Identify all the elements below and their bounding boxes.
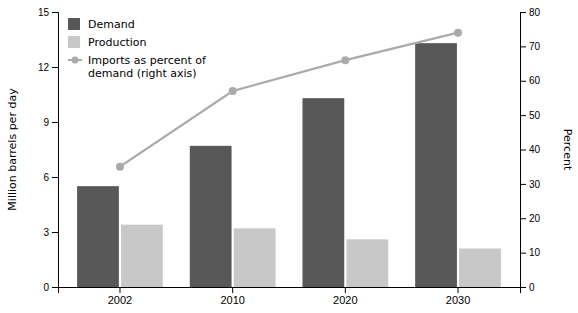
tick: 2010 bbox=[220, 287, 244, 306]
tick-label: 2010 bbox=[220, 294, 244, 306]
bar bbox=[346, 239, 388, 287]
markers bbox=[116, 29, 462, 171]
tick-label: 2030 bbox=[446, 294, 470, 306]
tick-mark bbox=[52, 12, 58, 13]
bar bbox=[121, 225, 163, 287]
line bbox=[120, 33, 458, 167]
chart: 2002201020202030036912150102030405060708… bbox=[0, 0, 578, 313]
marker bbox=[341, 56, 349, 64]
tick-mark bbox=[52, 287, 58, 288]
bar bbox=[459, 249, 501, 288]
tick: 2020 bbox=[333, 287, 357, 306]
legend-swatch bbox=[68, 18, 80, 30]
tick-label: 50 bbox=[529, 110, 541, 121]
marker bbox=[454, 29, 462, 37]
tick-mark bbox=[232, 287, 233, 293]
bar bbox=[77, 186, 119, 287]
marks bbox=[77, 29, 501, 287]
tick-label: 30 bbox=[529, 179, 541, 190]
tick-mark bbox=[520, 287, 526, 288]
tick-label: 80 bbox=[529, 7, 541, 18]
tick-mark bbox=[520, 81, 526, 82]
tick-label: 40 bbox=[529, 144, 541, 155]
x-axis: 2002 2010 2020 2030 bbox=[59, 287, 521, 306]
legend-label: Imports as percent ofdemand (right axis) bbox=[88, 54, 207, 80]
bar bbox=[190, 146, 232, 287]
tick: 70 bbox=[520, 41, 541, 52]
tick-label: 0 bbox=[529, 282, 535, 293]
tick: 2002 bbox=[108, 287, 132, 306]
bar-series bbox=[77, 43, 457, 287]
tick: 60 bbox=[520, 75, 541, 86]
tick-mark bbox=[52, 122, 58, 123]
marker bbox=[229, 87, 237, 95]
tick-mark bbox=[520, 218, 526, 219]
tick-label: 9 bbox=[43, 117, 49, 128]
tick: 10 bbox=[520, 247, 541, 258]
axis-line bbox=[52, 13, 59, 288]
tick-label: 3 bbox=[43, 227, 49, 238]
tick-mark bbox=[52, 232, 58, 233]
tick-label: 20 bbox=[529, 213, 541, 224]
tick-mark bbox=[520, 12, 526, 13]
tick: 3 bbox=[43, 227, 58, 238]
y-axis-title: Million barrels per day bbox=[6, 88, 19, 211]
plot: 2002201020202030036912150102030405060708… bbox=[38, 7, 541, 306]
tick: 2030 bbox=[446, 287, 470, 306]
tick-label: 2002 bbox=[108, 294, 132, 306]
tick: 20 bbox=[520, 213, 541, 224]
tick: 6 bbox=[43, 172, 58, 183]
y2-axis: 0 10 20 30 40 50 60 70 80 bbox=[520, 7, 541, 293]
tick: 12 bbox=[38, 62, 58, 73]
y-axis: 0 3 6 9 12 15 bbox=[38, 7, 59, 293]
legend-item: Production bbox=[68, 36, 147, 49]
tick-mark bbox=[52, 177, 58, 178]
tick: 15 bbox=[38, 7, 58, 18]
tick: 40 bbox=[520, 144, 541, 155]
legend-item: Imports as percent ofdemand (right axis) bbox=[68, 54, 207, 80]
tick: 0 bbox=[520, 282, 535, 293]
axis-line bbox=[59, 288, 521, 294]
tick: 9 bbox=[43, 117, 58, 128]
legend-swatch bbox=[68, 36, 80, 48]
y2-axis-title: Percent bbox=[561, 129, 574, 171]
tick-label: 2020 bbox=[333, 294, 357, 306]
tick-mark bbox=[52, 67, 58, 68]
tick-mark bbox=[520, 184, 526, 185]
legend-item: Demand bbox=[68, 18, 135, 31]
tick-mark bbox=[520, 115, 526, 116]
tick-mark bbox=[520, 150, 526, 151]
tick-label: 12 bbox=[38, 62, 50, 73]
tick-label: 10 bbox=[529, 247, 541, 258]
tick-label: 15 bbox=[38, 7, 50, 18]
tick: 0 bbox=[43, 282, 58, 293]
tick-mark bbox=[119, 287, 120, 293]
legend-label: Demand bbox=[88, 18, 135, 31]
legend-label: Production bbox=[88, 36, 147, 49]
axis-line bbox=[521, 13, 527, 288]
bar-series bbox=[121, 225, 501, 287]
tick-label: 60 bbox=[529, 75, 541, 86]
tick: 30 bbox=[520, 179, 541, 190]
tick-mark bbox=[520, 253, 526, 254]
tick-mark bbox=[345, 287, 346, 293]
tick-label: 70 bbox=[529, 41, 541, 52]
bar bbox=[302, 98, 344, 287]
legend: Demand Production Imports as percent ofdem… bbox=[68, 18, 207, 80]
bar bbox=[415, 43, 457, 287]
tick-mark bbox=[458, 287, 459, 293]
legend-marker bbox=[72, 57, 79, 64]
tick-mark bbox=[520, 46, 526, 47]
tick-label: 6 bbox=[43, 172, 49, 183]
marker bbox=[116, 163, 124, 171]
tick: 50 bbox=[520, 110, 541, 121]
tick: 80 bbox=[520, 7, 541, 18]
tick-label: 0 bbox=[43, 282, 49, 293]
bar bbox=[234, 228, 276, 287]
